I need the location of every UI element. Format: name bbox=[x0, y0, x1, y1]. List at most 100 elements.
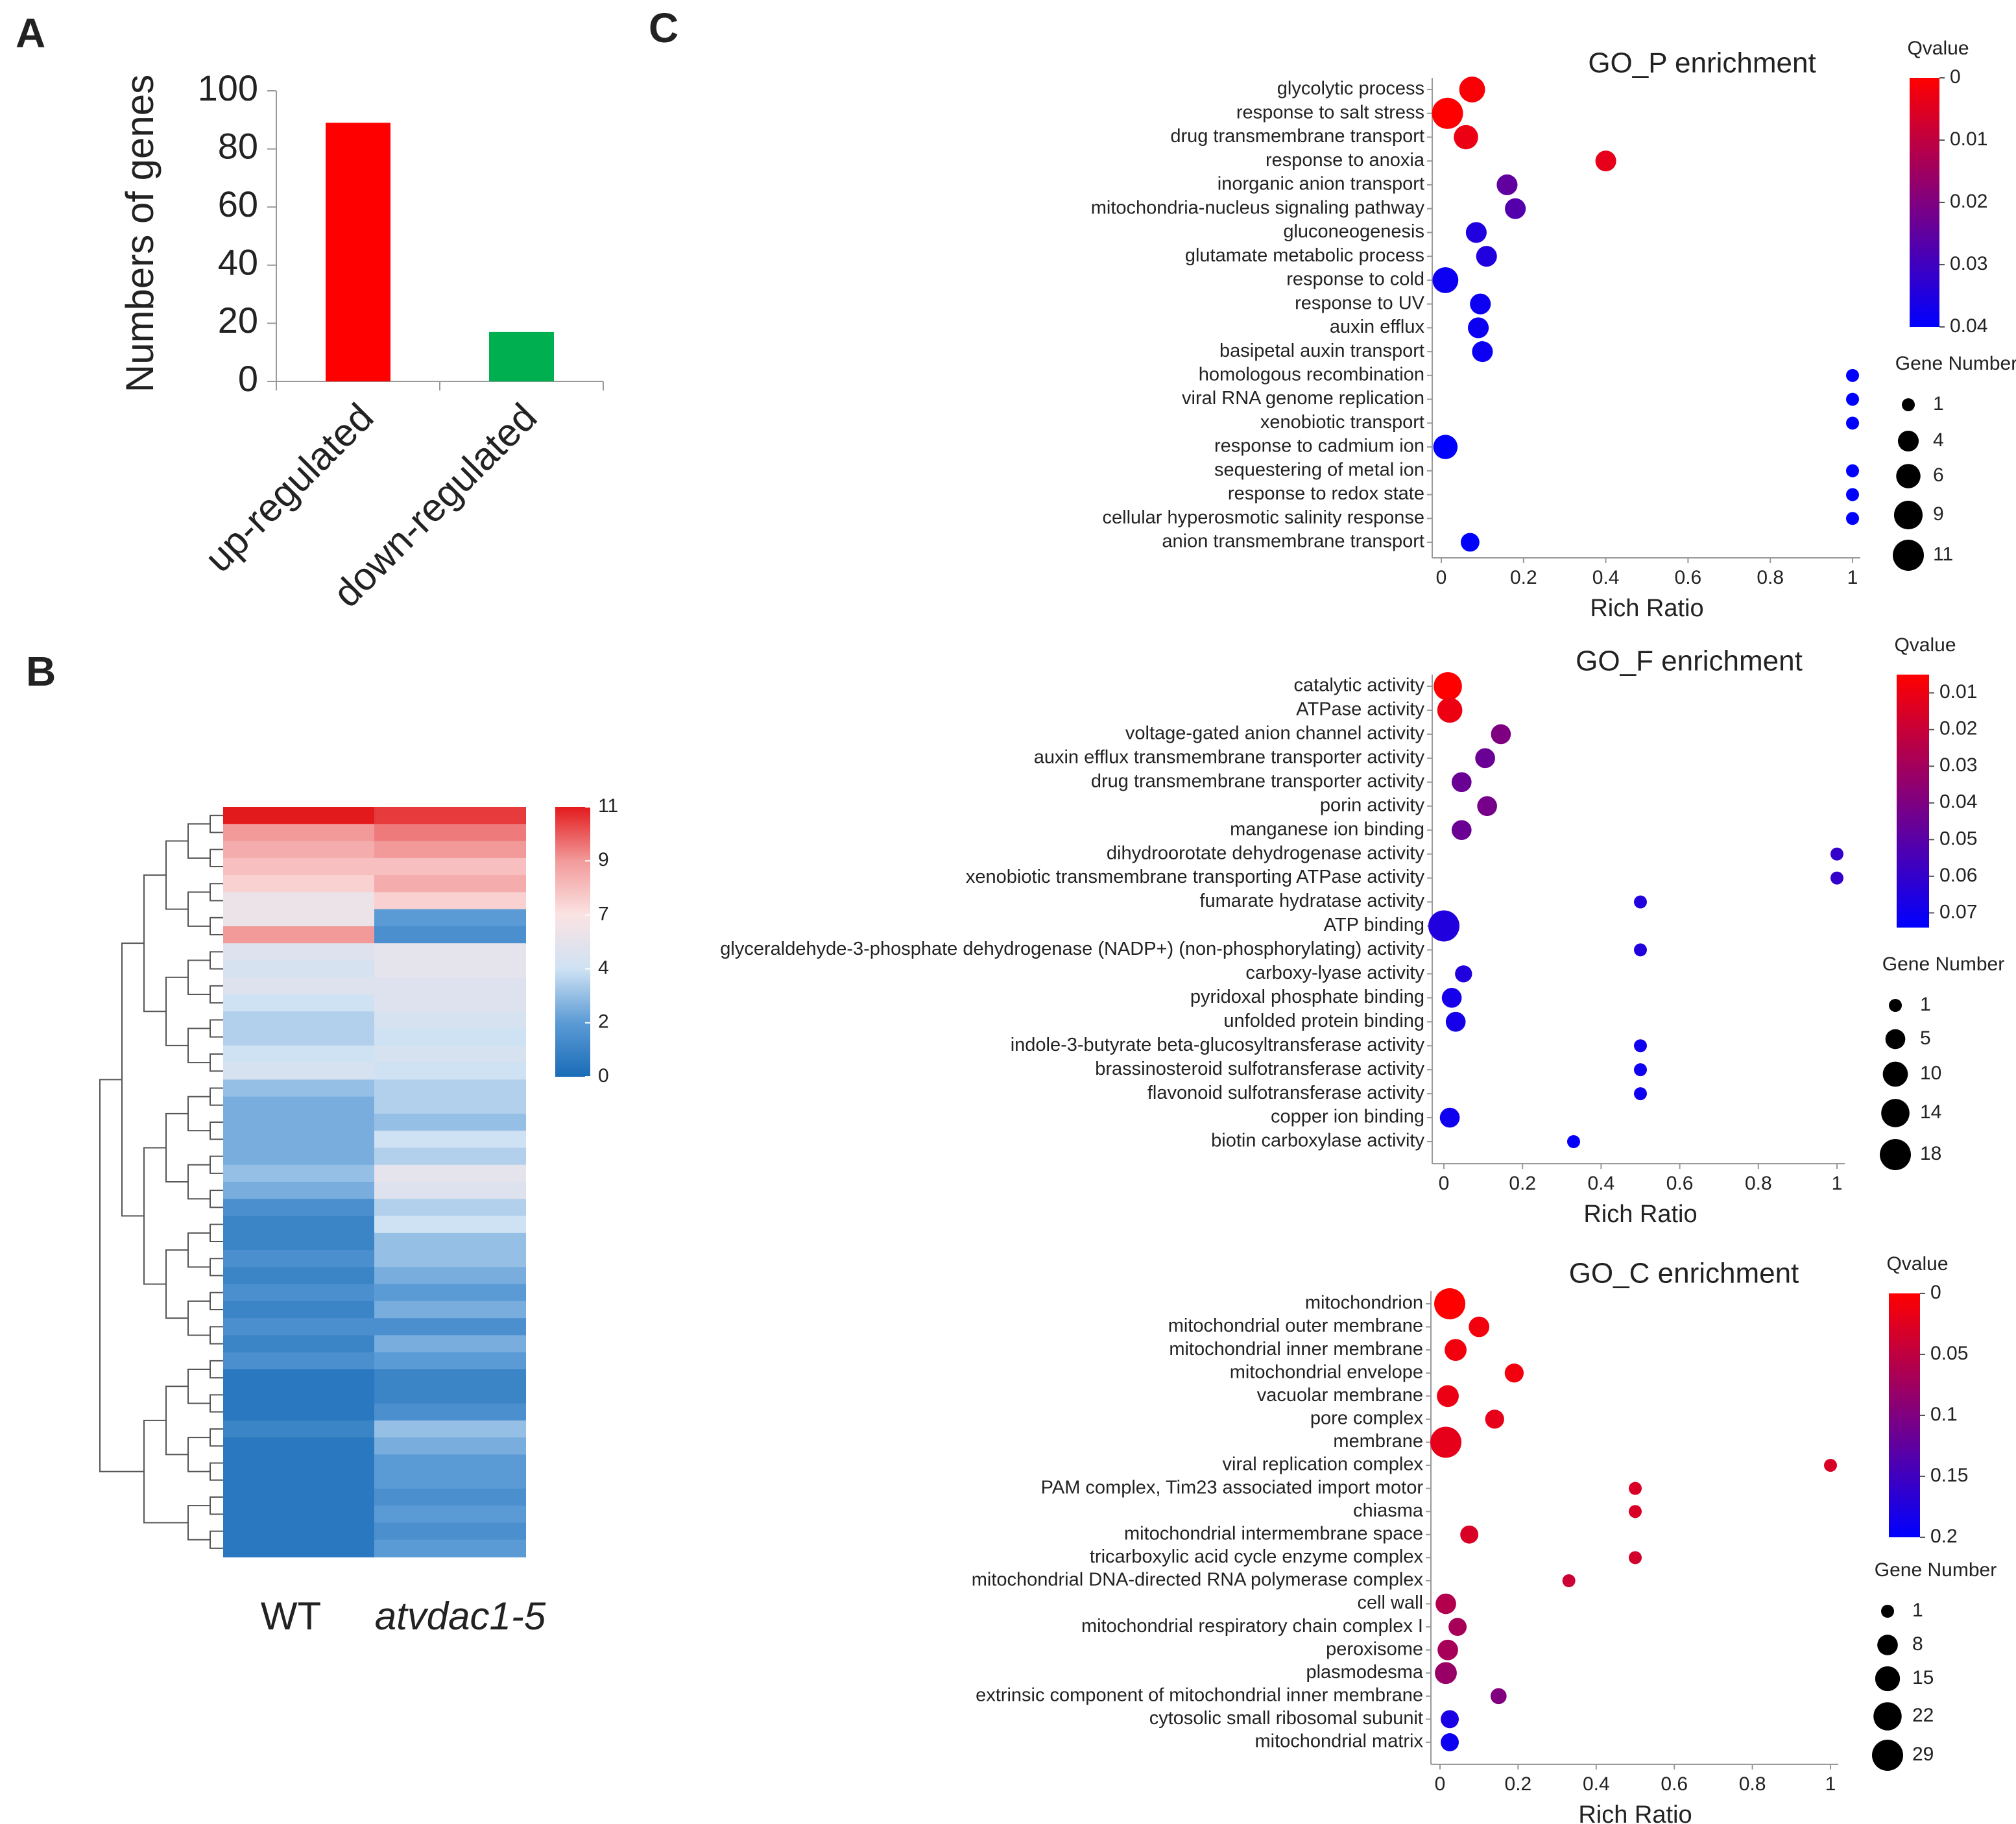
y-tick-label: cellular hyperosmotic salinity response bbox=[1103, 507, 1424, 528]
heatmap-cell bbox=[374, 994, 526, 1013]
colorbar-tick-label: 0 bbox=[598, 1065, 609, 1086]
y-tick-label: ATPase activity bbox=[1296, 699, 1424, 720]
heatmap-cell bbox=[223, 1113, 375, 1132]
size-legend-title: Gene Number bbox=[1895, 353, 2016, 374]
heatmap-cell bbox=[374, 1539, 526, 1557]
size-legend-dot bbox=[1880, 1139, 1911, 1170]
bubble bbox=[1485, 1410, 1504, 1429]
bubble bbox=[1491, 724, 1511, 745]
size-legend-dot bbox=[1893, 540, 1924, 571]
dendrogram-branch bbox=[187, 959, 210, 995]
heatmap-cell bbox=[223, 1488, 375, 1507]
y-tick-label: response to anoxia bbox=[1266, 150, 1425, 171]
size-legend-label: 22 bbox=[1912, 1705, 1934, 1726]
heatmap-cell bbox=[374, 1182, 526, 1200]
heatmap-cell bbox=[374, 1164, 526, 1182]
y-tick-label: response to UV bbox=[1295, 293, 1425, 313]
y-tick-label: 20 bbox=[218, 300, 258, 341]
y-tick-label: indole-3-butyrate beta-glucosyltransfera… bbox=[1011, 1035, 1425, 1055]
bubble bbox=[1454, 125, 1478, 150]
y-tick-label: mitochondrial respiratory chain complex … bbox=[1081, 1616, 1423, 1637]
heatmap-cell bbox=[223, 858, 375, 876]
heatmap-cell bbox=[374, 1488, 526, 1507]
dendrogram-branch bbox=[210, 1496, 223, 1515]
bubble bbox=[1430, 1426, 1462, 1458]
colorbar-tick-label: 4 bbox=[598, 957, 609, 979]
heatmap-cell bbox=[223, 1267, 375, 1285]
heatmap-cell bbox=[223, 1318, 375, 1336]
bubble bbox=[1441, 987, 1462, 1008]
y-tick-label: sequestering of metal ion bbox=[1214, 459, 1424, 480]
heatmap-cell bbox=[374, 1113, 526, 1132]
heatmap-cell bbox=[223, 943, 375, 961]
heatmap-cell bbox=[374, 909, 526, 927]
size-legend-label: 29 bbox=[1912, 1744, 1934, 1765]
colorbar bbox=[555, 807, 590, 1077]
bar bbox=[489, 331, 554, 381]
y-tick-label: viral replication complex bbox=[1223, 1454, 1424, 1475]
size-legend-dot bbox=[1896, 464, 1921, 488]
bubble bbox=[1460, 533, 1480, 552]
y-tick-label: mitochondria-nucleus signaling pathway bbox=[1091, 197, 1425, 218]
heatmap-cell bbox=[374, 977, 526, 995]
bubble bbox=[1846, 464, 1859, 477]
heatmap-cell bbox=[223, 994, 375, 1013]
heatmap-cell bbox=[374, 1318, 526, 1336]
bubble bbox=[1846, 488, 1859, 501]
x-tick-label: 0.6 bbox=[1661, 1773, 1688, 1795]
size-legend-dot bbox=[1875, 1666, 1901, 1692]
colorbar bbox=[1889, 1293, 1920, 1537]
bubble bbox=[1634, 1039, 1647, 1053]
bubble bbox=[1629, 1482, 1642, 1495]
x-tick-label: 0 bbox=[1435, 1773, 1446, 1795]
dendrogram-branch bbox=[187, 1369, 210, 1404]
size-legend-dot bbox=[1881, 1605, 1894, 1618]
dendrogram-branch bbox=[210, 1087, 223, 1106]
y-tick-label: response to cold bbox=[1286, 269, 1424, 290]
chart-title: GO_F enrichment bbox=[1576, 645, 1803, 677]
bubble bbox=[1824, 1459, 1837, 1472]
heatmap-cell bbox=[223, 1335, 375, 1353]
heatmap-cell bbox=[374, 875, 526, 893]
heatmap-cell bbox=[374, 841, 526, 859]
dendrogram-branch bbox=[187, 1164, 210, 1200]
dendrogram-branch bbox=[187, 1300, 210, 1336]
dendrogram-branch bbox=[210, 1190, 223, 1208]
bubble bbox=[1634, 895, 1647, 909]
bubble bbox=[1432, 97, 1463, 129]
dendrogram-branch bbox=[165, 976, 188, 1046]
heatmap-cell bbox=[374, 1403, 526, 1421]
colorbar-tick-label: 0.06 bbox=[1939, 865, 1977, 886]
size-legend-label: 11 bbox=[1933, 544, 1953, 565]
dendrogram-branch bbox=[210, 1019, 223, 1038]
dendrogram-branch bbox=[143, 1147, 166, 1285]
x-tick-label: 1 bbox=[1832, 1173, 1843, 1194]
dendrogram-branch bbox=[187, 823, 210, 859]
y-tick-label: glutamate metabolic process bbox=[1185, 245, 1424, 266]
heatmap-cell bbox=[374, 1216, 526, 1234]
dendrogram-branch bbox=[187, 1505, 210, 1541]
y-tick-label: biotin carboxylase activity bbox=[1211, 1131, 1424, 1151]
bubble bbox=[1469, 1316, 1490, 1338]
bubble bbox=[1439, 1107, 1460, 1128]
y-tick-label: xenobiotic transport bbox=[1260, 412, 1424, 433]
bubble bbox=[1459, 77, 1485, 102]
bubble bbox=[1441, 1710, 1459, 1729]
heatmap-cell bbox=[374, 807, 526, 825]
y-tick-label: PAM complex, Tim23 associated import mot… bbox=[1041, 1477, 1424, 1498]
heatmap-cell bbox=[374, 1301, 526, 1319]
y-tick-label: mitochondrial DNA-directed RNA polymeras… bbox=[972, 1570, 1424, 1590]
heatmap-cell bbox=[374, 858, 526, 876]
heatmap-cell bbox=[223, 1301, 375, 1319]
x-tick-label: 1 bbox=[1847, 567, 1858, 588]
heatmap-cell bbox=[374, 926, 526, 944]
heatmap-cell bbox=[374, 1471, 526, 1489]
y-tick-label: basipetal auxin transport bbox=[1219, 341, 1424, 361]
heatmap-cell bbox=[374, 1011, 526, 1029]
size-legend-label: 4 bbox=[1933, 429, 1944, 451]
y-tick-label: carboxy-lyase activity bbox=[1245, 963, 1424, 983]
x-tick-label: 0.4 bbox=[1583, 1773, 1610, 1795]
dendrogram-branch bbox=[210, 1053, 223, 1072]
column-label: atvdac1-5 bbox=[375, 1594, 546, 1638]
colorbar-title: Qvalue bbox=[1907, 38, 1969, 59]
